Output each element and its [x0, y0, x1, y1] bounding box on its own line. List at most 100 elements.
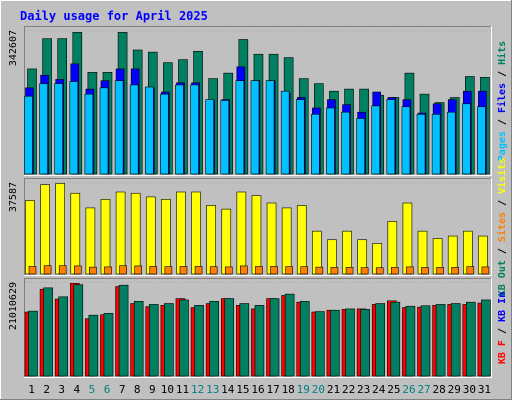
- x-tick-label-day-17: 17: [266, 383, 279, 396]
- kbin-bar-day-26: [405, 305, 416, 377]
- sites-bar-day-13: [209, 266, 218, 275]
- right-legend-2-part-2: /: [497, 242, 508, 260]
- x-tick-label-day-30: 30: [463, 383, 476, 396]
- visits-bar-day-25: [387, 221, 398, 275]
- kbin-bar-day-1: [28, 310, 38, 377]
- sites-bar-day-31: [481, 266, 490, 275]
- right-legend-2-part-5: Visits: [496, 158, 508, 194]
- sites-bar-day-25: [391, 267, 399, 275]
- visits-bar-day-26: [402, 202, 413, 275]
- kbin-bar-day-23: [360, 309, 370, 377]
- visits-bar-day-13: [206, 205, 216, 275]
- pages-bar-day-9: [144, 86, 154, 175]
- chart-title: Daily usage for April 2025: [20, 9, 208, 23]
- sites-bar-day-28: [436, 267, 444, 275]
- right-legend-2-part-3: Sites: [496, 212, 508, 242]
- visits-bar-day-1: [25, 200, 35, 275]
- sites-bar-day-7: [119, 265, 127, 275]
- visits-bar-day-18: [281, 207, 292, 275]
- right-legend-3-part-2: /: [497, 322, 508, 340]
- pages-bar-day-16: [250, 80, 260, 175]
- x-tick-label-day-29: 29: [448, 383, 461, 396]
- x-tick-label-day-16: 16: [251, 383, 264, 396]
- visits-bar-day-8: [130, 192, 141, 275]
- kbin-bar-day-8: [133, 300, 144, 377]
- pages-bar-day-29: [446, 111, 456, 175]
- visits-bar-day-14: [221, 208, 232, 275]
- right-legend-3-part-3: KB In: [497, 292, 508, 322]
- x-tick-label-day-13: 13: [206, 383, 219, 396]
- kbin-bar-day-18: [284, 293, 295, 377]
- x-tick-label-day-22: 22: [342, 383, 355, 396]
- sites-bar-day-9: [149, 266, 158, 275]
- pages-bar-day-28: [431, 114, 441, 175]
- kbin-bar-day-9: [148, 304, 159, 377]
- pages-bar-day-4: [69, 81, 79, 175]
- visits-bar-day-6: [100, 199, 111, 275]
- x-tick-label-day-11: 11: [176, 383, 189, 396]
- kbin-bar-day-15: [239, 303, 250, 377]
- sites-bar-day-3: [58, 265, 67, 275]
- x-tick-label-day-6: 6: [104, 383, 111, 396]
- kbin-bar-day-30: [466, 301, 476, 377]
- pages-bar-day-26: [401, 106, 411, 175]
- kbin-bar-day-12: [194, 305, 204, 377]
- pages-bar-day-15: [235, 80, 245, 175]
- pages-bar-day-23: [356, 118, 365, 175]
- sites-bar-day-17: [270, 266, 278, 275]
- pages-bar-day-24: [371, 105, 381, 175]
- pages-bar-day-12: [190, 84, 199, 175]
- pages-bar-day-10: [160, 93, 169, 175]
- pages-bar-day-5: [84, 93, 94, 175]
- kbin-bar-day-29: [450, 303, 461, 377]
- sites-bar-day-1: [28, 266, 37, 275]
- pages-bar-day-22: [341, 111, 350, 175]
- x-tick-label-day-23: 23: [357, 383, 370, 396]
- pages-bar-day-25: [386, 99, 396, 175]
- visits-bar-day-2: [40, 184, 50, 275]
- sites-bar-day-23: [360, 267, 369, 275]
- x-tick-label-day-14: 14: [221, 383, 235, 396]
- sites-bar-day-21: [330, 267, 339, 275]
- visits-bar-day-7: [115, 191, 126, 275]
- x-tick-label-day-27: 27: [417, 383, 430, 396]
- right-legend-2-part-4: /: [497, 194, 508, 212]
- pages-bar-day-27: [416, 114, 426, 175]
- kbin-bar-day-31: [481, 299, 491, 377]
- x-tick-label-day-9: 9: [149, 383, 156, 396]
- x-tick-label-day-24: 24: [372, 383, 386, 396]
- pages-bar-day-14: [220, 100, 230, 175]
- pages-bar-day-1: [24, 95, 33, 175]
- pages-bar-day-19: [295, 99, 305, 175]
- x-tick-label-day-28: 28: [433, 383, 446, 396]
- sites-bar-day-30: [466, 266, 475, 275]
- x-tick-label-day-15: 15: [236, 383, 249, 396]
- y-max-label-panel-2: 37587: [8, 182, 19, 212]
- kbin-bar-day-19: [299, 300, 310, 377]
- right-legend-1-part-4: /: [497, 65, 508, 83]
- kbin-bar-day-21: [330, 309, 340, 377]
- x-tick-label-day-31: 31: [478, 383, 491, 396]
- pages-bar-day-13: [205, 99, 214, 175]
- pages-bar-day-21: [326, 107, 335, 175]
- kbin-bar-day-25: [390, 301, 401, 377]
- pages-bar-day-20: [311, 114, 320, 175]
- sites-bar-day-15: [240, 265, 248, 275]
- right-legend-2-part-1: KB Out: [497, 260, 508, 296]
- pages-bar-day-2: [39, 83, 48, 175]
- sites-bar-day-11: [179, 266, 188, 275]
- kbin-bar-day-10: [164, 303, 174, 377]
- pages-bar-day-11: [175, 84, 184, 175]
- pages-bar-day-8: [129, 84, 139, 175]
- pages-bar-day-7: [114, 80, 124, 175]
- kbin-bar-day-14: [224, 298, 235, 377]
- right-legend-1-part-3: Files: [496, 83, 508, 113]
- visits-bar-day-17: [266, 202, 277, 275]
- kbin-bar-day-13: [209, 300, 219, 377]
- x-tick-label-day-10: 10: [161, 383, 174, 396]
- sites-bar-day-14: [224, 266, 233, 275]
- visits-bar-day-3: [55, 183, 65, 275]
- pages-bar-day-18: [280, 90, 290, 175]
